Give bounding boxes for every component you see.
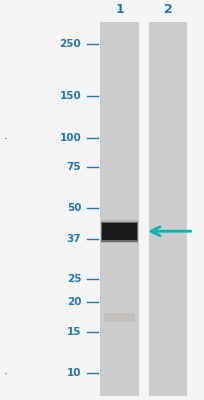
Text: 10: 10 <box>67 368 81 378</box>
Bar <box>100 22 138 396</box>
Bar <box>148 22 186 396</box>
Text: 37: 37 <box>66 234 81 244</box>
Text: 250: 250 <box>59 39 81 49</box>
Bar <box>102 223 136 240</box>
Bar <box>104 314 134 322</box>
Text: 150: 150 <box>59 91 81 101</box>
Bar <box>101 220 137 243</box>
Text: 2: 2 <box>163 3 172 16</box>
Text: 100: 100 <box>59 132 81 142</box>
Bar <box>101 222 137 242</box>
Text: 20: 20 <box>67 297 81 307</box>
Text: 1: 1 <box>115 3 123 16</box>
Text: 75: 75 <box>66 162 81 172</box>
Text: 50: 50 <box>67 203 81 213</box>
Text: 15: 15 <box>67 326 81 336</box>
Text: 25: 25 <box>67 274 81 284</box>
